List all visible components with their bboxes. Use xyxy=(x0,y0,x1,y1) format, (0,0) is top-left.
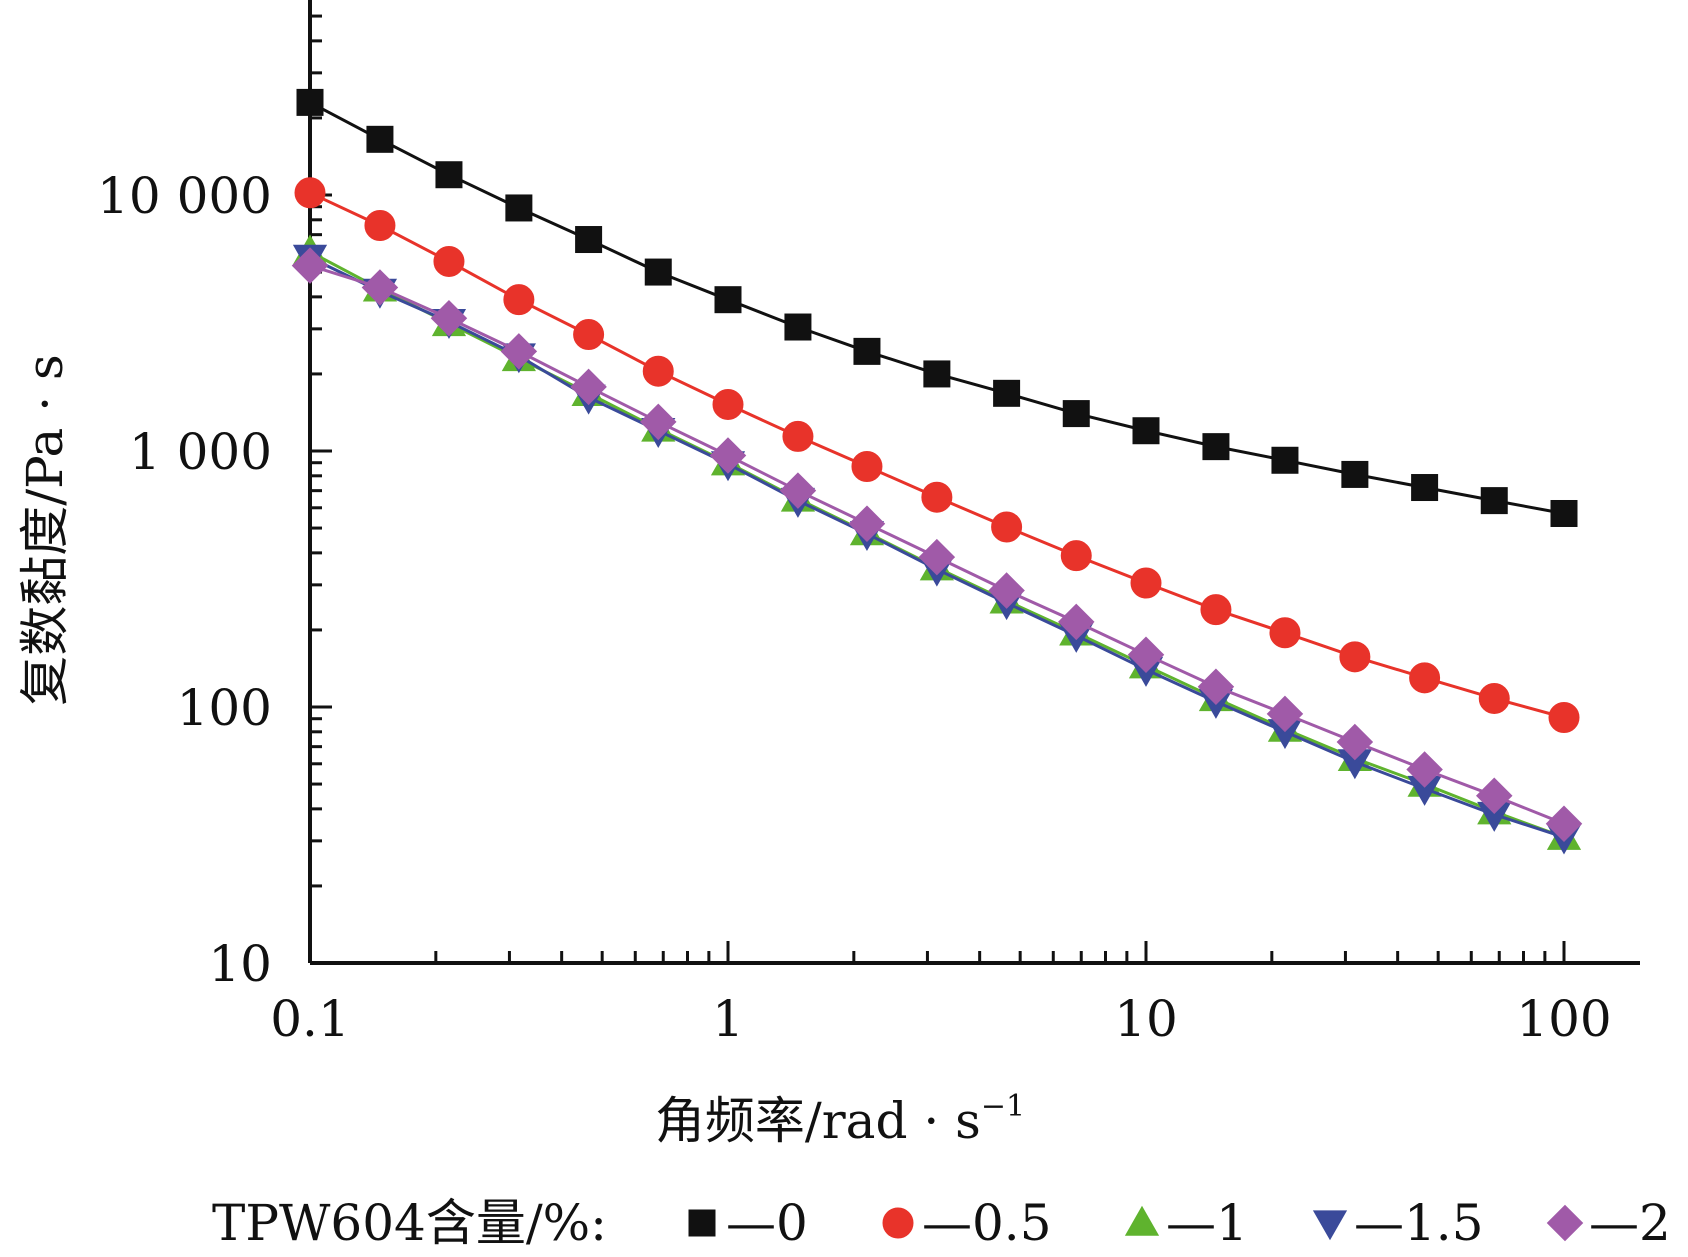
x-tick-label: 10 xyxy=(1114,990,1178,1048)
data-point xyxy=(644,258,672,286)
data-point xyxy=(1271,446,1299,474)
data-point xyxy=(294,177,326,209)
data-point xyxy=(1480,487,1508,515)
data-point xyxy=(642,355,674,387)
legend-label: —1 xyxy=(1166,1194,1248,1252)
data-point xyxy=(503,284,535,316)
series-layer xyxy=(291,88,1583,855)
data-point xyxy=(435,161,463,189)
data-point xyxy=(1478,682,1510,714)
data-point xyxy=(1130,567,1162,599)
legend-item: —1 xyxy=(1124,1194,1248,1252)
data-point xyxy=(993,379,1021,407)
x-axis-title: 角频率/rad · s−1 xyxy=(655,1089,1025,1150)
legend-item: —2 xyxy=(1546,1194,1671,1252)
data-point xyxy=(639,403,677,441)
data-point xyxy=(851,450,883,482)
data-point xyxy=(1062,400,1090,428)
y-tick-label: 10 xyxy=(208,935,272,993)
series-line xyxy=(309,191,1565,719)
data-point xyxy=(1475,777,1513,815)
data-point xyxy=(784,313,812,341)
data-point xyxy=(1200,594,1232,626)
series-1 xyxy=(294,177,1580,733)
legend-marker xyxy=(1546,1204,1584,1242)
x-axis-title-main: 角频率/rad · s xyxy=(655,1092,981,1150)
data-point xyxy=(853,337,881,365)
data-point xyxy=(1336,723,1374,761)
data-point xyxy=(575,226,603,254)
legend-marker xyxy=(1124,1205,1160,1236)
data-point xyxy=(1202,433,1230,461)
data-point xyxy=(1197,668,1235,705)
y-axis-title: 复数黏度/Pa · s xyxy=(16,354,74,705)
legend-label: —0.5 xyxy=(922,1194,1052,1252)
series-0 xyxy=(296,88,1578,527)
data-point xyxy=(1406,751,1443,788)
data-point xyxy=(433,245,465,277)
data-point xyxy=(361,269,399,306)
data-point xyxy=(1132,417,1160,445)
data-point xyxy=(296,88,324,116)
data-point xyxy=(782,420,814,452)
data-point xyxy=(291,247,329,284)
data-point xyxy=(1545,805,1583,842)
x-tick-label: 0.1 xyxy=(270,990,350,1048)
data-point xyxy=(988,572,1025,609)
data-point xyxy=(505,194,533,222)
axes: 0.1 1 10 100 10 100 1 000 10 000 xyxy=(97,0,1640,1048)
y-tick-label: 100 xyxy=(177,679,272,737)
data-point xyxy=(1548,701,1580,733)
legend-marker xyxy=(1312,1210,1348,1241)
data-point xyxy=(1339,641,1371,673)
data-point xyxy=(714,286,742,314)
data-point xyxy=(1269,617,1301,649)
data-point xyxy=(500,333,538,370)
x-axis-title-superscript: −1 xyxy=(981,1089,1025,1124)
data-point xyxy=(921,481,953,513)
data-point xyxy=(848,505,886,542)
series-line xyxy=(309,101,1565,515)
data-point xyxy=(430,300,468,337)
legend-label: —0 xyxy=(726,1194,808,1252)
data-point xyxy=(779,472,817,509)
data-point xyxy=(991,511,1023,543)
data-point xyxy=(923,360,951,388)
data-point xyxy=(709,437,747,474)
legend-item: —1.5 xyxy=(1312,1194,1484,1252)
legend-item: —0 xyxy=(688,1194,808,1252)
y-tick-label: 10 000 xyxy=(97,167,272,225)
legend-marker xyxy=(688,1209,716,1237)
legend: TPW604含量/%: —0 —0.5 —1 —1.5 —2 xyxy=(212,1194,1671,1252)
series-4 xyxy=(291,247,1583,842)
data-point xyxy=(712,388,744,420)
y-tick-label: 1 000 xyxy=(129,423,272,481)
data-point xyxy=(366,125,394,153)
data-point xyxy=(570,368,607,406)
x-tick-label: 100 xyxy=(1516,990,1611,1048)
data-point xyxy=(918,538,956,576)
data-point xyxy=(1409,662,1441,694)
legend-label: —1.5 xyxy=(1354,1194,1484,1252)
data-point xyxy=(1266,695,1304,733)
data-point xyxy=(1341,460,1369,488)
legend-label: —2 xyxy=(1589,1194,1671,1252)
legend-item: —0.5 xyxy=(882,1194,1052,1252)
data-point xyxy=(1057,603,1095,641)
legend-title: TPW604含量/%: xyxy=(212,1194,607,1252)
data-point xyxy=(1060,540,1092,572)
data-point xyxy=(573,319,605,351)
data-point xyxy=(1127,636,1165,674)
x-tick-label: 1 xyxy=(712,990,744,1048)
data-point xyxy=(1411,474,1439,502)
data-point xyxy=(1550,499,1578,527)
legend-marker xyxy=(882,1207,914,1239)
data-point xyxy=(364,210,396,242)
